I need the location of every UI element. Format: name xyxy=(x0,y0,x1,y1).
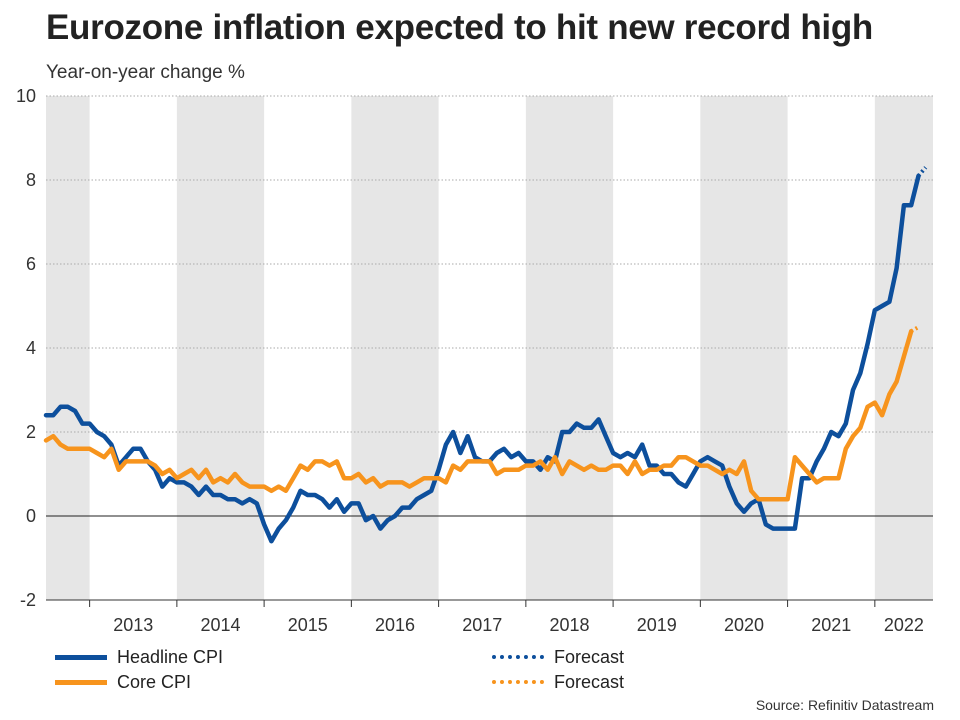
series-line-core xyxy=(43,328,914,502)
legend-label-core-forecast: Forecast xyxy=(554,672,625,692)
y-gridlines: -2 0 2 4 6 8 10 xyxy=(16,86,933,610)
forecast-line-core xyxy=(910,325,920,333)
y-tick-label: 6 xyxy=(26,254,36,274)
x-tick-label: 2021 xyxy=(811,615,851,635)
y-tick-label: -2 xyxy=(20,590,36,610)
chart-subtitle: Year-on-year change % xyxy=(46,62,245,83)
y-tick-label: 0 xyxy=(26,506,36,526)
legend-swatch-core-forecast xyxy=(492,680,544,684)
x-tick-label: 2022 xyxy=(884,615,924,635)
x-tick-label: 2017 xyxy=(462,615,502,635)
legend-label-headline: Headline CPI xyxy=(117,647,224,667)
legend-swatch-core xyxy=(55,680,107,685)
y-tick-label: 2 xyxy=(26,422,36,442)
x-tick-label: 2018 xyxy=(549,615,589,635)
x-tick-label: 2015 xyxy=(288,615,328,635)
source-note: Source: Refinitiv Datastream xyxy=(755,697,934,713)
x-tick-label: 2020 xyxy=(724,615,764,635)
year-band xyxy=(351,96,439,600)
x-tick-label: 2014 xyxy=(200,615,240,635)
x-tick-label: 2013 xyxy=(113,615,153,635)
legend-swatch-headline xyxy=(55,655,107,660)
forecast-line-headline xyxy=(916,166,928,178)
y-tick-label: 10 xyxy=(16,86,36,106)
chart-title: Eurozone inflation expected to hit new r… xyxy=(46,8,874,47)
y-tick-label: 8 xyxy=(26,170,36,190)
x-tick-label: 2016 xyxy=(375,615,415,635)
x-axis: 2013 2014 2015 2016 2017 2018 2019 2020 2021 2022 xyxy=(46,599,933,635)
legend-swatch-headline-forecast xyxy=(492,655,544,659)
x-tick-label: 2019 xyxy=(637,615,677,635)
legend-label-headline-forecast: Forecast xyxy=(554,647,625,667)
y-tick-label: 4 xyxy=(26,338,36,358)
legend-label-core: Core CPI xyxy=(117,672,192,692)
